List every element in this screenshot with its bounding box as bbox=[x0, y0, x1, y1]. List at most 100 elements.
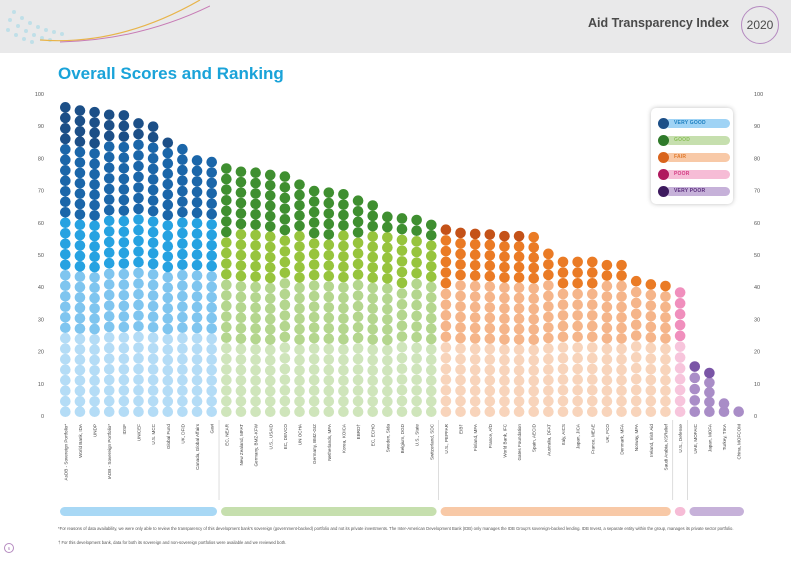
score-dot bbox=[250, 250, 261, 262]
score-dot bbox=[425, 219, 437, 231]
score-dot bbox=[616, 364, 627, 376]
score-dot bbox=[206, 375, 218, 386]
category-label: Saudi Arabia, KSRelief bbox=[663, 423, 668, 470]
score-dot bbox=[279, 256, 291, 268]
score-column bbox=[396, 213, 408, 418]
score-dot bbox=[118, 194, 130, 206]
score-dot bbox=[74, 292, 86, 303]
score-dot bbox=[338, 251, 349, 262]
score-dot bbox=[177, 280, 188, 292]
score-dot bbox=[60, 395, 71, 407]
score-dot bbox=[616, 259, 627, 271]
score-dot bbox=[133, 182, 144, 193]
score-dot bbox=[440, 352, 452, 364]
score-column bbox=[630, 275, 642, 418]
score-dot bbox=[191, 165, 203, 177]
score-dot bbox=[660, 280, 671, 292]
score-dot bbox=[674, 406, 686, 418]
score-dot bbox=[235, 270, 247, 282]
score-dot bbox=[279, 288, 291, 300]
score-dot bbox=[469, 259, 481, 271]
score-dot bbox=[147, 174, 159, 185]
category-label: UK, FCO bbox=[605, 424, 610, 443]
score-dot bbox=[704, 387, 715, 398]
score-dot bbox=[147, 321, 159, 333]
score-dot bbox=[177, 343, 188, 355]
score-dot bbox=[499, 375, 510, 387]
score-dot bbox=[338, 406, 349, 418]
score-dot bbox=[235, 354, 247, 365]
score-dot bbox=[103, 194, 115, 205]
score-column bbox=[645, 279, 657, 418]
score-dot bbox=[645, 353, 657, 364]
score-dot bbox=[469, 354, 481, 365]
score-dot bbox=[118, 141, 130, 153]
score-dot bbox=[279, 406, 291, 418]
score-dot bbox=[338, 313, 349, 324]
score-dot bbox=[221, 247, 232, 259]
score-dot bbox=[250, 406, 261, 418]
score-column bbox=[660, 280, 671, 418]
score-dot bbox=[660, 301, 671, 313]
category-group-bar bbox=[60, 507, 218, 516]
score-dot bbox=[308, 364, 320, 375]
score-dot bbox=[206, 156, 218, 168]
score-dot bbox=[89, 241, 100, 252]
score-column bbox=[367, 200, 379, 418]
score-dot bbox=[279, 352, 291, 364]
score-dot bbox=[425, 271, 437, 283]
category-label: UNDP bbox=[93, 424, 98, 437]
score-dot bbox=[338, 292, 349, 304]
score-dot bbox=[367, 282, 379, 294]
score-dot bbox=[543, 248, 554, 260]
score-dot bbox=[367, 251, 379, 263]
score-dot bbox=[469, 228, 481, 240]
score-dot bbox=[250, 292, 261, 303]
score-dot bbox=[308, 259, 320, 270]
score-dot bbox=[469, 364, 481, 376]
score-dot bbox=[89, 179, 100, 190]
score-dot bbox=[513, 406, 525, 418]
score-dot bbox=[250, 167, 261, 179]
score-dot bbox=[60, 353, 71, 365]
score-dot bbox=[557, 299, 569, 311]
legend-item: GOOD bbox=[658, 135, 730, 147]
category-label: EBRD† bbox=[356, 424, 361, 440]
score-dot bbox=[543, 353, 554, 365]
score-dot bbox=[235, 166, 247, 178]
category-label: China, MOFCOM bbox=[737, 424, 742, 460]
score-dot bbox=[191, 238, 203, 250]
score-dot bbox=[308, 238, 320, 249]
legend-item: VERY GOOD bbox=[658, 118, 730, 130]
score-dot bbox=[147, 364, 159, 375]
score-dot bbox=[338, 354, 349, 366]
score-dot bbox=[367, 262, 379, 273]
score-dot bbox=[235, 312, 247, 324]
score-dot bbox=[294, 303, 305, 314]
score-dot bbox=[74, 209, 86, 220]
score-dot bbox=[294, 385, 305, 397]
score-dot bbox=[74, 105, 86, 116]
score-dot bbox=[133, 256, 144, 268]
score-dot bbox=[294, 344, 305, 356]
score-dot bbox=[323, 385, 335, 397]
category-group-bar bbox=[689, 507, 744, 516]
score-dot bbox=[118, 237, 130, 248]
score-dot bbox=[528, 396, 540, 407]
score-dot bbox=[221, 406, 232, 418]
score-dot bbox=[206, 208, 218, 220]
score-dot bbox=[352, 227, 364, 238]
score-dot bbox=[367, 334, 379, 345]
score-dot bbox=[103, 363, 115, 375]
score-dot bbox=[60, 301, 71, 313]
score-dot bbox=[469, 375, 481, 386]
y-tick-label-right: 30 bbox=[754, 317, 760, 323]
score-dot bbox=[411, 236, 422, 247]
score-dot bbox=[601, 301, 613, 313]
category-label: Netherlands, MFA bbox=[327, 423, 332, 461]
score-dot bbox=[206, 395, 218, 407]
score-dot bbox=[352, 300, 364, 312]
score-dot bbox=[557, 385, 569, 396]
score-dot bbox=[177, 154, 188, 166]
score-dot bbox=[718, 398, 730, 409]
